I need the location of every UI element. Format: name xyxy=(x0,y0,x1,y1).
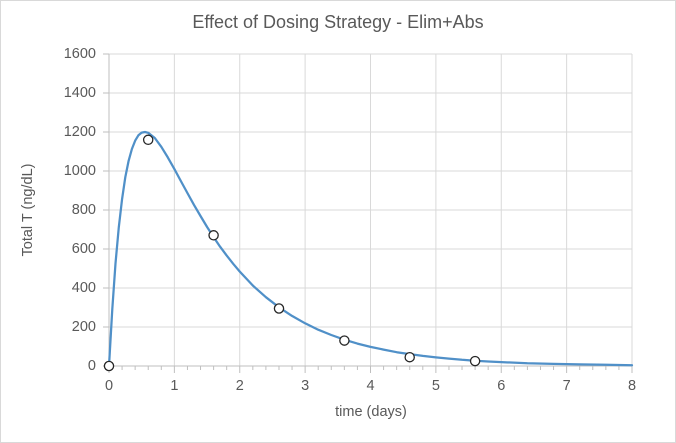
x-axis-title: time (days) xyxy=(335,404,407,420)
y-tick-label: 400 xyxy=(71,280,96,296)
y-tick-label: 1000 xyxy=(63,163,96,179)
y-tick-label: 600 xyxy=(71,241,96,257)
x-tick-label: 4 xyxy=(366,378,375,394)
model-curve-line xyxy=(107,130,634,368)
x-tick-label: 2 xyxy=(235,378,244,394)
y-tick-label: 1400 xyxy=(63,85,96,101)
x-tick-label: 7 xyxy=(562,378,571,394)
data-point-marker xyxy=(273,303,285,314)
data-point-marker xyxy=(469,355,481,367)
data-point-marker xyxy=(404,351,415,363)
x-tick-label: 0 xyxy=(104,378,114,394)
y-tick-label: 1600 xyxy=(63,46,96,62)
y-tick-label: 800 xyxy=(71,202,96,218)
x-tick-label: 8 xyxy=(627,378,637,394)
x-tick-label: 6 xyxy=(497,378,506,394)
data-point-marker xyxy=(103,360,115,372)
x-tick-label: 3 xyxy=(301,378,310,394)
y-tick-label: 1200 xyxy=(63,124,96,140)
data-point-marker xyxy=(339,335,350,346)
data-point-marker xyxy=(208,230,219,241)
data-point-marker xyxy=(142,134,154,146)
x-tick-label: 1 xyxy=(170,378,179,394)
y-tick-label: 200 xyxy=(71,319,96,335)
x-tick-label: 5 xyxy=(431,378,440,394)
y-tick-label: 0 xyxy=(87,358,96,374)
chart-title: Effect of Dosing Strategy - Elim+Abs xyxy=(192,12,484,32)
